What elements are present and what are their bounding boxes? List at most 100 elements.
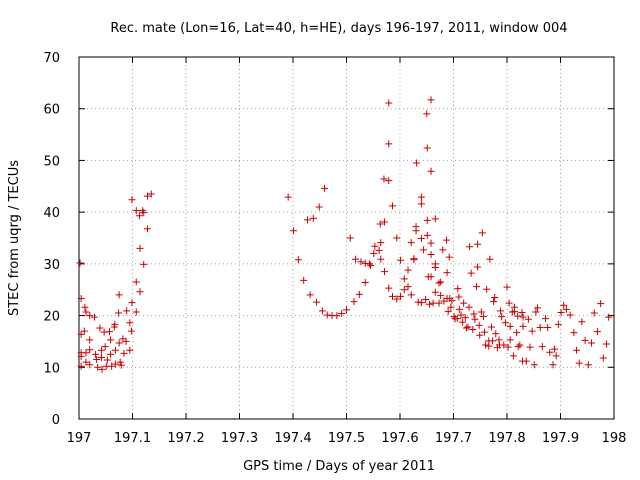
- data-point: [429, 299, 437, 307]
- data-point: [425, 300, 433, 308]
- data-point: [544, 323, 552, 331]
- x-tick-label: 197.5: [328, 431, 365, 446]
- data-point: [284, 193, 292, 201]
- data-point: [82, 358, 90, 366]
- x-tick-label: 198: [602, 431, 627, 446]
- data-point: [509, 352, 517, 360]
- data-point: [593, 328, 601, 336]
- data-point: [315, 203, 323, 211]
- data-point: [423, 144, 431, 152]
- data-point: [380, 175, 388, 183]
- data-point: [439, 246, 447, 254]
- data-point: [581, 336, 589, 344]
- data-point: [443, 236, 451, 244]
- data-point: [361, 259, 369, 267]
- data-point: [455, 305, 463, 313]
- data-point: [350, 298, 358, 306]
- y-tick-label: 70: [43, 51, 60, 66]
- x-tick-label: 197: [67, 431, 92, 446]
- data-point: [459, 318, 467, 326]
- data-point: [404, 266, 412, 274]
- data-point: [475, 321, 483, 329]
- data-point: [400, 286, 408, 294]
- data-point: [514, 312, 522, 320]
- data-point: [126, 346, 134, 354]
- data-point: [81, 303, 89, 311]
- data-point: [355, 290, 363, 298]
- data-point: [474, 263, 482, 271]
- x-axis-label: GPS time / Days of year 2011: [243, 459, 435, 474]
- data-point: [514, 343, 522, 351]
- data-point: [117, 361, 125, 369]
- data-point: [542, 315, 550, 323]
- data-point: [435, 299, 443, 307]
- y-tick-label: 30: [43, 258, 60, 273]
- data-point: [92, 350, 100, 358]
- data-point: [385, 177, 393, 185]
- data-point: [111, 346, 119, 354]
- data-point: [483, 285, 491, 293]
- data-point: [584, 361, 592, 369]
- data-point: [444, 307, 452, 315]
- data-point: [597, 300, 605, 308]
- data-point: [462, 324, 470, 332]
- data-point: [123, 307, 131, 315]
- data-point: [313, 298, 321, 306]
- data-point: [77, 352, 85, 360]
- data-point: [417, 200, 425, 208]
- data-point: [482, 341, 490, 349]
- data-point: [549, 361, 557, 369]
- data-point: [103, 356, 111, 364]
- data-point: [599, 354, 607, 362]
- data-point: [506, 336, 514, 344]
- data-point: [370, 250, 378, 258]
- data-point: [100, 328, 108, 336]
- data-point: [120, 349, 128, 357]
- data-point: [481, 328, 489, 336]
- data-point: [474, 240, 482, 248]
- data-point: [107, 336, 115, 344]
- data-point: [518, 308, 526, 316]
- data-point: [476, 331, 484, 339]
- data-point: [500, 341, 508, 349]
- data-point: [410, 255, 418, 263]
- chart-title: Rec. mate (Lon=16, Lat=40, h=HE), days 1…: [110, 21, 567, 36]
- data-point: [491, 293, 499, 301]
- data-point: [412, 223, 420, 231]
- data-point: [562, 305, 570, 313]
- data-point: [338, 310, 346, 318]
- data-point: [132, 207, 140, 215]
- data-point: [300, 276, 308, 284]
- data-point: [101, 343, 109, 351]
- data-point: [460, 299, 468, 307]
- data-point: [445, 253, 453, 261]
- data-point: [140, 260, 148, 268]
- x-tick-label: 197.3: [221, 431, 258, 446]
- data-point: [423, 231, 431, 239]
- data-point: [321, 184, 329, 192]
- data-point: [80, 327, 88, 335]
- data-point: [97, 346, 105, 354]
- data-point: [76, 259, 84, 267]
- data-point: [526, 343, 534, 351]
- data-point: [427, 239, 435, 247]
- data-point: [385, 284, 393, 292]
- data-point: [303, 216, 311, 224]
- data-point: [135, 212, 143, 220]
- data-point: [413, 159, 421, 167]
- grid-lines: [79, 57, 614, 419]
- data-point: [400, 275, 408, 283]
- data-point: [111, 360, 119, 368]
- data-point: [467, 269, 475, 277]
- data-point: [513, 329, 521, 337]
- data-point: [385, 99, 393, 107]
- data-point: [498, 313, 506, 321]
- data-point: [309, 214, 317, 222]
- x-tick-label: 197.9: [542, 431, 579, 446]
- data-point: [532, 308, 540, 316]
- data-point: [143, 192, 151, 200]
- data-point: [557, 308, 565, 316]
- y-tick-label: 50: [43, 154, 60, 169]
- data-point: [423, 216, 431, 224]
- y-tick-label: 40: [43, 206, 60, 221]
